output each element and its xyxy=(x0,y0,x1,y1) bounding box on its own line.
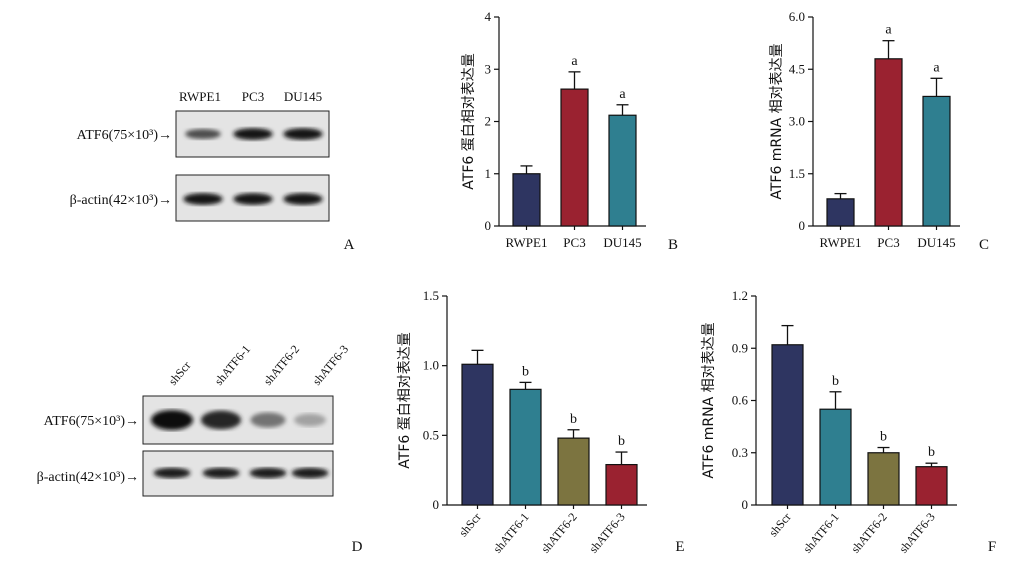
y-tick-label: 0 xyxy=(485,218,492,233)
y-tick-label: 2 xyxy=(485,114,492,129)
x-tick-label: shScr xyxy=(456,510,484,539)
bar xyxy=(922,95,951,227)
blot-band xyxy=(283,128,323,140)
bar xyxy=(915,466,948,506)
y-tick-label: 4 xyxy=(485,9,492,24)
x-tick-label: PC3 xyxy=(877,235,899,250)
y-axis-label: ATF6 蛋白相对表达量 xyxy=(461,53,477,189)
chart-b: 0 1 2 3 4 ATF6 蛋白相对表达量 RWPE1 a PC3 a DU145 xyxy=(461,9,646,250)
significance-label: a xyxy=(619,87,626,102)
wb-a-row-label: ATF6(75×10³)→ xyxy=(77,128,172,143)
panel-letter: C xyxy=(979,237,989,253)
wb-a-lane-label: PC3 xyxy=(242,89,264,104)
x-tick-label: DU145 xyxy=(917,235,955,250)
significance-label: b xyxy=(832,374,839,389)
significance-label: a xyxy=(571,54,578,69)
blot-band xyxy=(294,413,326,427)
y-axis-label: ATF6 蛋白相对表达量 xyxy=(397,332,413,468)
bar xyxy=(512,173,541,227)
y-tick-label: 1.5 xyxy=(423,288,439,303)
x-tick-label: shATF6-1 xyxy=(490,510,532,556)
bar xyxy=(874,58,903,227)
x-tick-label: shATF6-3 xyxy=(586,510,628,556)
y-tick-label: 0.6 xyxy=(732,393,749,408)
blot-band xyxy=(291,467,329,479)
x-tick-label: PC3 xyxy=(563,235,585,250)
x-tick-label: shATF6-1 xyxy=(800,510,842,556)
bar xyxy=(509,388,542,506)
wb-d-row-label: ATF6(75×10³)→ xyxy=(44,414,139,429)
y-axis-label: ATF6 mRNA 相对表达量 xyxy=(769,43,785,199)
bar xyxy=(557,437,590,506)
y-tick-label: 1.0 xyxy=(423,358,439,373)
y-tick-label: 4.5 xyxy=(789,61,805,76)
x-tick-label: shScr xyxy=(766,510,794,539)
wb-a-lane-label: RWPE1 xyxy=(179,89,221,104)
wb-a-lane-label: DU145 xyxy=(284,89,322,104)
y-tick-label: 0 xyxy=(799,218,806,233)
y-tick-label: 3.0 xyxy=(789,114,805,129)
blot-band xyxy=(233,193,273,205)
panel-letter: E xyxy=(675,539,684,555)
bar xyxy=(819,408,852,506)
wb-d-row-label: β-actin(42×10³)→ xyxy=(37,470,139,485)
chart-c: 0 1.5 3.0 4.5 6.0 ATF6 mRNA 相对表达量 RWPE1 a PC3 a DU… xyxy=(769,9,960,250)
panel-letter: B xyxy=(668,237,678,253)
y-axis-label: ATF6 mRNA 相对表达量 xyxy=(701,322,717,478)
chart-e: 0 0.5 1.0 1.5 ATF6 蛋白相对表达量 shScr b shATF6-1 b shA… xyxy=(397,288,647,556)
panel-letter: A xyxy=(344,237,355,253)
y-tick-label: 0.3 xyxy=(732,445,748,460)
x-tick-label: shATF6-2 xyxy=(848,510,890,556)
bar xyxy=(605,463,638,506)
significance-label: b xyxy=(618,434,625,449)
blot-band xyxy=(183,193,223,205)
bar xyxy=(461,363,494,506)
y-tick-label: 6.0 xyxy=(789,9,805,24)
panel-a: RWPE1 PC3 DU145 ATF6(75×10³)→ β-actin(42… xyxy=(70,89,355,253)
bar xyxy=(560,88,589,227)
chart-f: 0 0.3 0.6 0.9 1.2 ATF6 mRNA 相对表达量 shScr b shATF6… xyxy=(701,288,957,556)
blot-band xyxy=(153,467,191,479)
blot-band xyxy=(283,193,323,205)
bar xyxy=(867,452,900,506)
x-tick-label: RWPE1 xyxy=(506,235,548,250)
significance-label: b xyxy=(928,445,935,460)
y-tick-label: 0 xyxy=(742,497,749,512)
significance-label: b xyxy=(522,364,529,379)
y-tick-label: 0.9 xyxy=(732,340,748,355)
blot-band xyxy=(249,467,287,479)
x-tick-label: shATF6-3 xyxy=(896,510,938,556)
y-tick-label: 3 xyxy=(485,61,492,76)
bar xyxy=(771,344,804,506)
wb-d-lane-label: shATF6-2 xyxy=(261,342,303,388)
wb-a-row-label: β-actin(42×10³)→ xyxy=(70,193,172,208)
y-tick-label: 0.5 xyxy=(423,427,439,442)
significance-label: b xyxy=(570,412,577,427)
wb-d-lane-label: shATF6-3 xyxy=(310,342,352,388)
panel-letter: F xyxy=(988,539,996,555)
significance-label: a xyxy=(933,60,940,75)
x-tick-label: DU145 xyxy=(603,235,641,250)
significance-label: a xyxy=(885,23,892,38)
blot-band xyxy=(250,412,286,428)
blot-band xyxy=(151,410,193,430)
y-tick-label: 0 xyxy=(433,497,440,512)
panel-d: shScr shATF6-1 shATF6-2 shATF6-3 ATF6(75… xyxy=(37,342,363,555)
x-tick-label: RWPE1 xyxy=(820,235,862,250)
blot-band xyxy=(200,410,242,430)
blot-band xyxy=(202,467,240,479)
blot-band xyxy=(233,128,273,140)
y-tick-label: 1 xyxy=(485,166,492,181)
significance-label: b xyxy=(880,430,887,445)
x-tick-label: shATF6-2 xyxy=(538,510,580,556)
blot-band xyxy=(185,128,221,140)
y-tick-label: 1.5 xyxy=(789,166,805,181)
bar xyxy=(826,198,855,227)
panel-letter: D xyxy=(352,539,363,555)
bar xyxy=(608,114,637,227)
wb-d-lane-label: shATF6-1 xyxy=(212,342,254,388)
wb-d-lane-label: shScr xyxy=(166,358,194,387)
y-tick-label: 1.2 xyxy=(732,288,748,303)
